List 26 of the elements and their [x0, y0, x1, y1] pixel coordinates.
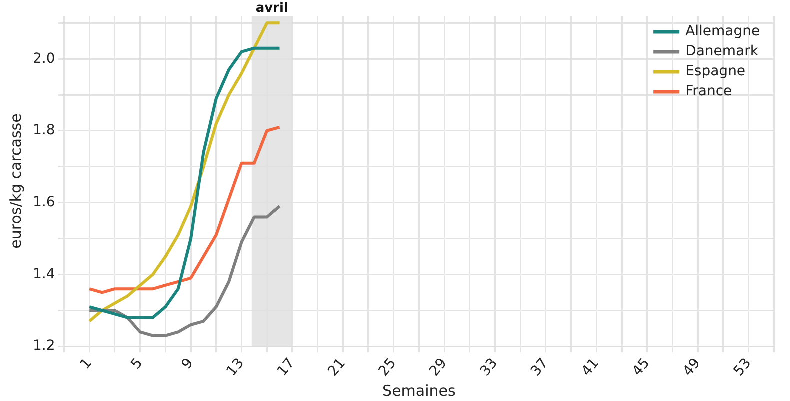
x-tick-label: 1 — [77, 356, 96, 373]
y-tick-label: 1.6 — [33, 194, 56, 210]
legend-label: France — [686, 84, 732, 100]
x-tick-label: 13 — [224, 356, 248, 380]
legend-label: Allemagne — [686, 24, 760, 40]
x-tick-label: 17 — [274, 356, 298, 380]
x-tick-label: 41 — [578, 356, 603, 380]
x-tick-label: 49 — [680, 356, 704, 380]
x-tick-label: 45 — [630, 356, 654, 380]
x-axis-title: Semaines — [382, 382, 456, 400]
x-tick-label: 9 — [178, 356, 197, 373]
y-tick-label: 2.0 — [33, 50, 56, 67]
band-label: avril — [256, 0, 288, 16]
x-tick-label: 37 — [528, 356, 552, 380]
y-tick-label: 1.2 — [33, 338, 56, 354]
x-tick-label: 21 — [325, 356, 349, 380]
x-tick-label: 5 — [128, 356, 146, 373]
x-tick-label: 53 — [730, 356, 755, 380]
legend-label: Danemark — [686, 44, 760, 60]
x-tick-label: 33 — [477, 356, 502, 380]
x-tick-label: 29 — [426, 356, 450, 380]
y-axis-title: euros/kg carcasse — [6, 114, 25, 249]
y-tick-label: 1.4 — [33, 266, 56, 282]
x-tick-label: 25 — [376, 356, 400, 380]
y-tick-label: 1.8 — [33, 122, 56, 139]
legend-label: Espagne — [686, 64, 746, 80]
